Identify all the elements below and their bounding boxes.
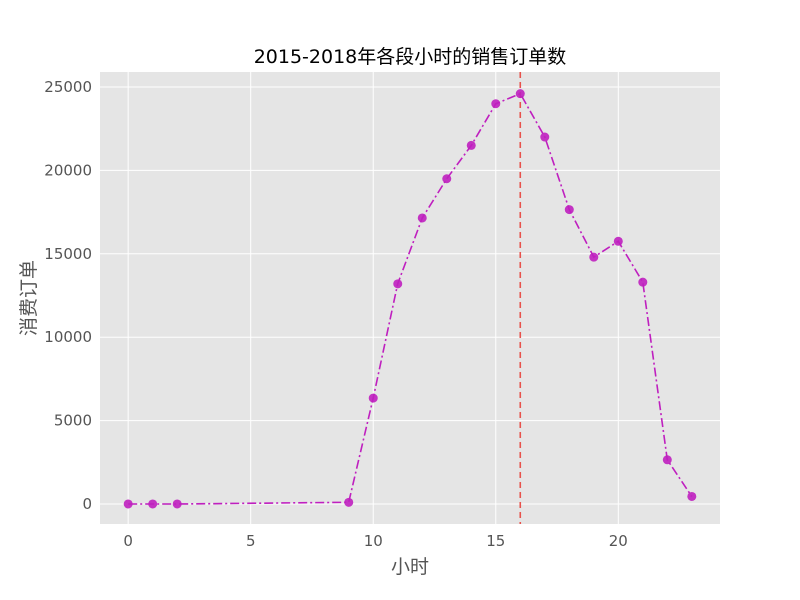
- data-point: [172, 499, 182, 509]
- data-point: [687, 491, 697, 501]
- x-tick-labels: 0 5 10 15 20: [123, 532, 627, 550]
- y-tick-label: 0: [82, 495, 92, 513]
- data-point: [466, 140, 476, 150]
- y-tick-label: 20000: [44, 161, 92, 179]
- data-point: [662, 455, 672, 465]
- x-tick-label: 0: [123, 532, 133, 550]
- gridlines: [100, 72, 720, 524]
- data-point: [442, 174, 452, 184]
- y-tick-label: 5000: [54, 412, 92, 430]
- data-point: [564, 205, 574, 215]
- data-point: [368, 393, 378, 403]
- data-point: [491, 99, 501, 109]
- data-point: [123, 499, 133, 509]
- series-line: [128, 92, 693, 505]
- series-layer: [123, 72, 697, 524]
- data-point: [393, 279, 403, 289]
- data-point: [344, 497, 354, 507]
- x-tick-label: 5: [246, 532, 256, 550]
- data-point: [589, 252, 599, 262]
- x-tick-label: 20: [609, 532, 628, 550]
- x-tick-label: 10: [364, 532, 383, 550]
- data-point: [515, 89, 525, 99]
- y-tick-label: 15000: [44, 245, 92, 263]
- x-axis-label: 小时: [391, 556, 429, 578]
- y-tick-label: 10000: [44, 328, 92, 346]
- data-point: [417, 213, 427, 223]
- x-tick-label: 15: [486, 532, 505, 550]
- y-tick-labels: 0 5000 10000 15000 20000 25000: [44, 78, 92, 513]
- data-point: [540, 132, 550, 142]
- data-point: [613, 236, 623, 246]
- y-tick-label: 25000: [44, 78, 92, 96]
- plot-area: [100, 72, 720, 524]
- y-axis-label: 消费订单: [18, 260, 40, 336]
- data-point: [638, 277, 648, 287]
- data-point: [148, 499, 158, 509]
- chart-title: 2015-2018年各段小时的销售订单数: [254, 46, 567, 68]
